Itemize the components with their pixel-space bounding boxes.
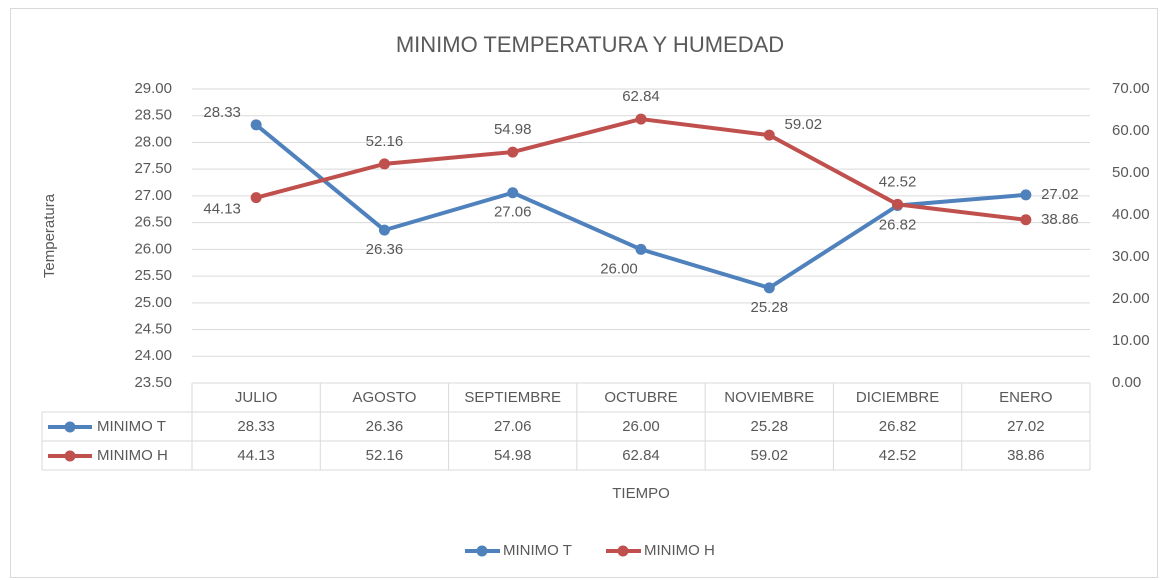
point [635, 113, 647, 125]
table-legend-key [64, 450, 76, 462]
y-tick-label: 28.50 [134, 107, 172, 124]
point [763, 129, 775, 141]
data-label: 26.36 [366, 241, 404, 258]
legend-label: MINIMO T [503, 542, 572, 559]
data-label: 52.16 [366, 133, 404, 150]
table-cell: 26.00 [622, 418, 660, 435]
table-cell: 38.86 [1007, 447, 1045, 464]
y-axis-title: Temperatura [41, 193, 58, 278]
y-tick-label: 27.00 [134, 187, 172, 204]
y-tick-label: 24.00 [134, 347, 172, 364]
data-label: 59.02 [785, 116, 823, 133]
point [250, 192, 262, 204]
chart-border [10, 8, 1158, 578]
y-tick-label: 29.00 [134, 80, 172, 97]
y2-tick-label: 70.00 [1112, 80, 1150, 97]
table-cell: 59.02 [751, 447, 789, 464]
point [892, 198, 904, 210]
y-tick-label: 27.50 [134, 160, 172, 177]
table-cell: 44.13 [237, 447, 275, 464]
data-label: 27.06 [494, 204, 532, 221]
table-row-label: MINIMO H [97, 447, 168, 464]
table-cell: 27.02 [1007, 418, 1045, 435]
y2-tick-label: 0.00 [1112, 374, 1141, 391]
x-tick-label: OCTUBRE [604, 389, 677, 406]
y-tick-label: 23.50 [134, 374, 172, 391]
x-tick-label: NOVIEMBRE [724, 389, 814, 406]
data-label: 42.52 [879, 173, 917, 190]
data-label: 27.02 [1041, 186, 1079, 203]
data-label: 38.86 [1041, 211, 1079, 228]
point [763, 282, 775, 294]
point [378, 224, 390, 236]
table-cell: 26.36 [366, 418, 404, 435]
y2-tick-label: 50.00 [1112, 164, 1150, 181]
x-tick-label: AGOSTO [352, 389, 416, 406]
data-label: 26.82 [879, 216, 917, 233]
y-tick-label: 25.50 [134, 267, 172, 284]
point [507, 146, 519, 158]
y-tick-label: 28.00 [134, 133, 172, 150]
legend-key [617, 545, 629, 557]
legend-label: MINIMO H [644, 542, 715, 559]
y-tick-label: 25.00 [134, 294, 172, 311]
y2-tick-label: 40.00 [1112, 206, 1150, 223]
x-tick-label: SEPTIEMBRE [464, 389, 561, 406]
data-label: 62.84 [622, 88, 660, 105]
data-label: 25.28 [751, 299, 789, 316]
data-label: 28.33 [203, 104, 241, 121]
point [378, 158, 390, 170]
data-label: 26.00 [600, 260, 638, 277]
table-cell: 62.84 [622, 447, 660, 464]
y-tick-label: 26.50 [134, 214, 172, 231]
y-tick-label: 26.00 [134, 240, 172, 257]
data-label: 54.98 [494, 121, 532, 138]
x-tick-label: ENERO [999, 389, 1052, 406]
chart-title: MINIMO TEMPERATURA Y HUMEDAD [396, 32, 784, 57]
y-tick-label: 24.50 [134, 321, 172, 338]
x-axis-title: TIEMPO [612, 485, 670, 502]
point [250, 119, 262, 131]
legend-key [476, 545, 488, 557]
y2-tick-label: 60.00 [1112, 122, 1150, 139]
table-cell: 25.28 [751, 418, 789, 435]
y2-tick-label: 20.00 [1112, 290, 1150, 307]
x-tick-label: DICIEMBRE [856, 389, 939, 406]
y2-tick-label: 30.00 [1112, 248, 1150, 265]
data-label: 44.13 [203, 201, 241, 218]
point [1020, 214, 1032, 226]
table-cell: 27.06 [494, 418, 532, 435]
x-tick-label: JULIO [235, 389, 278, 406]
table-cell: 42.52 [879, 447, 917, 464]
table-cell: 26.82 [879, 418, 917, 435]
point [635, 243, 647, 255]
point [507, 187, 519, 199]
table-row-label: MINIMO T [97, 418, 166, 435]
y2-tick-label: 10.00 [1112, 332, 1150, 349]
table-legend-key [64, 421, 76, 433]
table-cell: 28.33 [237, 418, 275, 435]
point [1020, 189, 1032, 201]
table-cell: 52.16 [366, 447, 404, 464]
table-cell: 54.98 [494, 447, 532, 464]
